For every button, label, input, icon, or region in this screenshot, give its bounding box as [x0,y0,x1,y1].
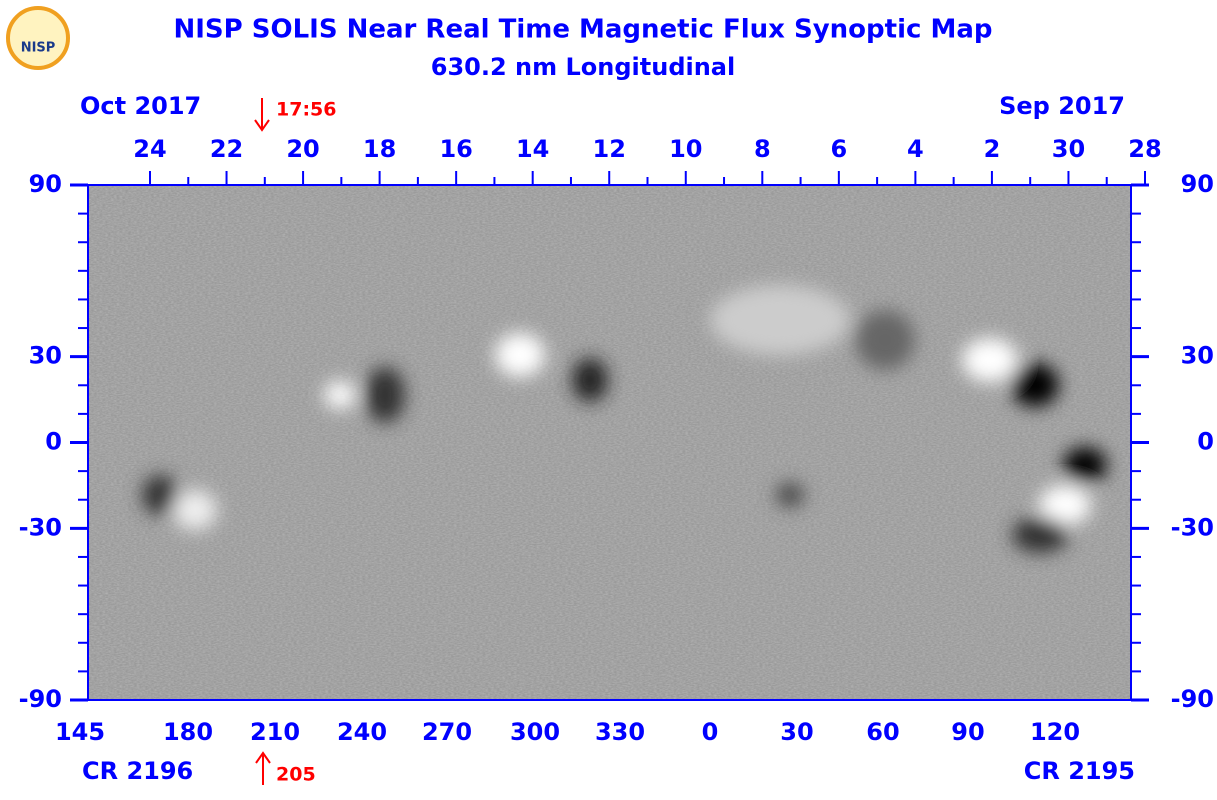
lon-tick-label: 60 [866,718,899,746]
date-tick-label: 14 [516,135,549,163]
lon-tick-label: 210 [250,718,300,746]
date-tick-label: 6 [830,135,847,163]
lon-tick-label: 240 [337,718,387,746]
lat-tick-label: 0 [45,428,62,456]
lon-tick-label: 120 [1030,718,1080,746]
lon-tick-label: 180 [163,718,213,746]
lon-tick-label: 300 [510,718,560,746]
magnetogram [88,185,1131,700]
top-right-label: Sep 2017 [999,92,1125,120]
logo: NISP [8,8,68,68]
top-marker-label: 17:56 [276,99,336,121]
lat-tick-label: -90 [1171,685,1214,713]
lon-tick-label: 330 [595,718,645,746]
date-tick-label: 2 [984,135,1001,163]
date-tick-label: 20 [286,135,319,163]
subtitle: 630.2 nm Longitudinal [431,53,735,81]
lat-tick-label: 90 [29,170,62,198]
lat-tick-label: 30 [1181,342,1214,370]
date-tick-label: 10 [669,135,702,163]
date-tick-label: 16 [439,135,472,163]
date-tick-label: 8 [754,135,771,163]
bottom-marker: 205 [256,753,316,786]
lat-tick-label: -30 [1171,513,1214,541]
lon-tick-label: 90 [951,718,984,746]
lon-tick-label: 30 [780,718,813,746]
lon-tick-label: 0 [702,718,719,746]
date-tick-label: 30 [1052,135,1085,163]
date-tick-label: 22 [210,135,243,163]
date-tick-label: 18 [363,135,396,163]
lat-tick-label: -30 [19,513,62,541]
lon-tick-label: 145 [55,718,105,746]
top-marker: 17:56 [255,98,336,130]
lat-tick-label: -90 [19,685,62,713]
date-tick-label: 4 [907,135,924,163]
top-left-label: Oct 2017 [80,92,201,120]
bottom-left-label: CR 2196 [82,757,193,785]
bottom-right-label: CR 2195 [1024,757,1135,785]
page: NISP NISP SOLIS Near Real Time Magnetic … [0,0,1217,800]
lat-tick-label: 90 [1181,170,1214,198]
date-tick-label: 24 [133,135,166,163]
date-tick-label: 12 [593,135,626,163]
title: NISP SOLIS Near Real Time Magnetic Flux … [174,15,993,45]
lon-tick-label: 270 [422,718,472,746]
logo-text: NISP [21,41,56,56]
lat-tick-label: 0 [1197,428,1214,456]
date-tick-label: 28 [1128,135,1161,163]
bottom-marker-label: 205 [276,764,316,786]
lat-tick-label: 30 [29,342,62,370]
